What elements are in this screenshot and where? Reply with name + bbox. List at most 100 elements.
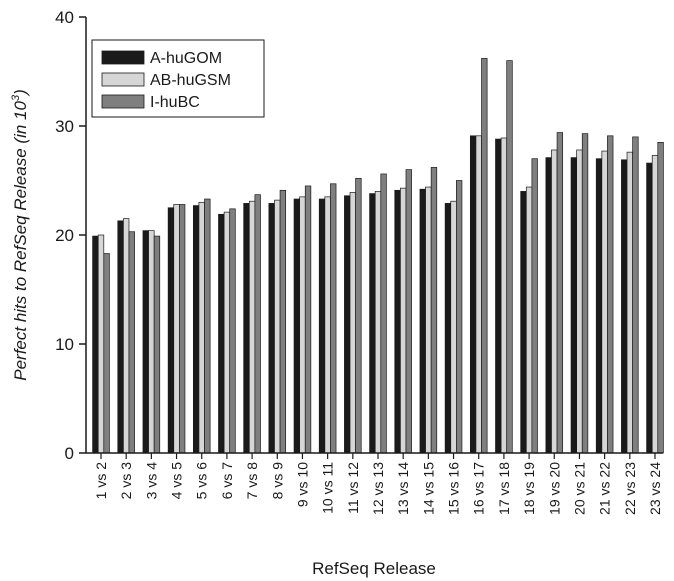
bar-ab-hugsm-19 xyxy=(551,149,558,454)
bar-i-hubc-14 xyxy=(430,167,438,454)
bar-ab-hugsm-4 xyxy=(173,204,180,454)
bar-i-hubc-22 xyxy=(632,136,639,454)
bar-i-hubc-7 xyxy=(254,194,261,454)
x-tick-label: 11 vs 12 xyxy=(345,462,361,514)
bar-ab-hugsm-13 xyxy=(400,187,407,454)
x-axis-label: RefSeq Release xyxy=(312,559,436,578)
legend-label-ab-hugsm: AB-huGSM xyxy=(150,72,231,89)
bar-a-hugom-19 xyxy=(545,157,552,454)
bar-i-hubc-2 xyxy=(128,231,135,454)
bar-a-hugom-1 xyxy=(92,235,99,454)
bar-i-hubc-10 xyxy=(330,183,337,454)
bar-i-hubc-23 xyxy=(657,142,664,454)
x-tick-label: 5 vs 6 xyxy=(194,462,210,500)
x-tick-label: 13 vs 14 xyxy=(395,462,411,515)
x-tick-label: 22 vs 23 xyxy=(622,462,638,515)
bar-a-hugom-22 xyxy=(621,159,628,454)
x-tick-label: 3 vs 4 xyxy=(143,462,159,500)
legend-swatch-a-hugom xyxy=(101,50,145,65)
bar-a-hugom-21 xyxy=(595,158,603,454)
bar-a-hugom-10 xyxy=(318,198,326,454)
bar-a-hugom-2 xyxy=(117,220,124,454)
bar-i-hubc-17 xyxy=(506,60,513,454)
bar-ab-hugsm-3 xyxy=(148,230,155,454)
y-axis-label-close: ) xyxy=(11,89,30,97)
legend-label-a-hugom: A-huGOM xyxy=(150,50,222,67)
x-tick-label: 23 vs 24 xyxy=(647,462,663,515)
bar-ab-hugsm-23 xyxy=(651,155,659,454)
legend-item-ab-hugsm: AB-huGSM xyxy=(101,72,231,89)
bar-i-hubc-18 xyxy=(531,158,538,454)
y-tick-label: 30 xyxy=(55,117,74,136)
bar-ab-hugsm-21 xyxy=(601,150,608,454)
plot-area: 0 10 20 30 40 1 vs 2 2 vs 3 3 vs 4 4 vs 5 5 vs 6… xyxy=(55,8,664,515)
bar-i-hubc-11 xyxy=(355,177,362,454)
x-tick-label: 4 vs 5 xyxy=(169,462,185,500)
legend-item-a-hugom: A-huGOM xyxy=(101,50,222,67)
legend-swatch-ab-hugsm xyxy=(101,72,145,87)
bar-ab-hugsm-2 xyxy=(123,218,130,454)
x-tick-label: 9 vs 10 xyxy=(294,462,310,507)
bar-i-hubc-19 xyxy=(556,132,564,454)
bar-ab-hugsm-22 xyxy=(626,151,633,454)
bar-ab-hugsm-15 xyxy=(450,200,457,454)
y-tick-label: 20 xyxy=(55,226,74,245)
bar-i-hubc-21 xyxy=(607,135,614,454)
bar-i-hubc-3 xyxy=(153,235,161,454)
bar-ab-hugsm-14 xyxy=(425,186,432,454)
x-tick-label: 14 vs 15 xyxy=(420,462,436,515)
bar-i-hubc-5 xyxy=(204,198,211,454)
bar-ab-hugsm-17 xyxy=(500,137,508,454)
x-tick-label: 19 vs 20 xyxy=(546,462,562,515)
x-tick-label: 12 vs 13 xyxy=(370,462,386,515)
legend-swatch-i-hubc xyxy=(101,94,145,109)
bar-i-hubc-15 xyxy=(456,180,463,454)
bar-a-hugom-8 xyxy=(268,203,275,454)
x-tick-label: 8 vs 9 xyxy=(269,462,285,500)
y-ticks-group: 0 10 20 30 40 xyxy=(55,8,86,463)
bar-ab-hugsm-20 xyxy=(576,149,583,454)
bar-ab-hugsm-9 xyxy=(299,196,306,454)
bar-ab-hugsm-8 xyxy=(274,199,281,454)
x-tick-label: 1 vs 2 xyxy=(93,462,109,500)
bar-ab-hugsm-10 xyxy=(324,196,331,454)
bar-ab-hugsm-11 xyxy=(349,192,356,454)
x-tick-label: 6 vs 7 xyxy=(219,462,235,500)
bar-i-hubc-12 xyxy=(380,173,387,454)
bar-a-hugom-16 xyxy=(469,135,477,454)
bar-a-hugom-18 xyxy=(520,191,527,454)
bar-ab-hugsm-18 xyxy=(525,186,533,454)
bar-ab-hugsm-12 xyxy=(374,191,382,454)
bar-a-hugom-14 xyxy=(419,188,426,454)
x-ticks-group: 1 vs 2 2 vs 3 3 vs 4 4 vs 5 5 vs 6 6 vs 7 7 vs… xyxy=(93,453,663,515)
y-tick-label: 40 xyxy=(55,8,74,27)
bar-a-hugom-17 xyxy=(495,138,502,454)
bar-ab-hugsm-6 xyxy=(223,211,231,454)
bar-i-hubc-20 xyxy=(581,133,589,454)
bar-a-hugom-13 xyxy=(394,189,401,454)
legend-label-i-hubc: I-huBC xyxy=(150,94,200,111)
bar-a-hugom-15 xyxy=(444,203,452,454)
bar-i-hubc-8 xyxy=(279,189,287,454)
bar-a-hugom-9 xyxy=(293,198,300,454)
bar-i-hubc-13 xyxy=(405,169,412,454)
bar-a-hugom-23 xyxy=(646,162,653,454)
bar-i-hubc-16 xyxy=(481,58,488,454)
bar-i-hubc-6 xyxy=(229,208,236,454)
x-tick-label: 15 vs 16 xyxy=(446,462,462,515)
x-tick-label: 16 vs 17 xyxy=(471,462,487,515)
bar-a-hugom-7 xyxy=(243,203,250,454)
bar-a-hugom-6 xyxy=(218,213,225,454)
bar-a-hugom-11 xyxy=(344,195,351,454)
y-axis-label: Perfect hits to RefSeq Release (in 103) xyxy=(10,89,30,381)
bar-a-hugom-12 xyxy=(369,193,376,454)
bar-i-hubc-1 xyxy=(103,253,110,454)
x-tick-label: 17 vs 18 xyxy=(496,462,512,515)
y-tick-label: 0 xyxy=(65,444,74,463)
bar-ab-hugsm-16 xyxy=(475,135,482,454)
bar-a-hugom-20 xyxy=(570,157,577,454)
bar-i-hubc-4 xyxy=(179,204,186,454)
bars-group xyxy=(92,58,664,454)
bar-ab-hugsm-1 xyxy=(97,234,105,454)
